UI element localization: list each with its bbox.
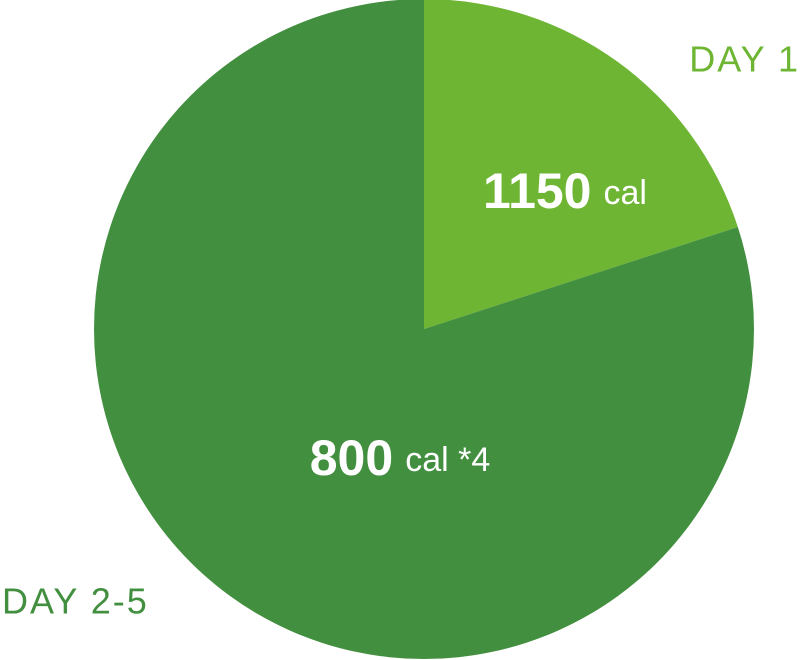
value-number: 800 [310, 430, 393, 486]
category-label: DAY 1 [689, 39, 800, 80]
value-unit: cal [604, 174, 647, 212]
category-label: DAY 2-5 [2, 581, 149, 622]
pie-slice [94, 0, 754, 659]
pie-slice [424, 0, 738, 329]
value-unit: cal *4 [405, 441, 490, 479]
value-label: 1150 cal [483, 163, 647, 219]
value-label: 800 cal *4 [310, 430, 491, 486]
value-number: 1150 [483, 163, 591, 219]
